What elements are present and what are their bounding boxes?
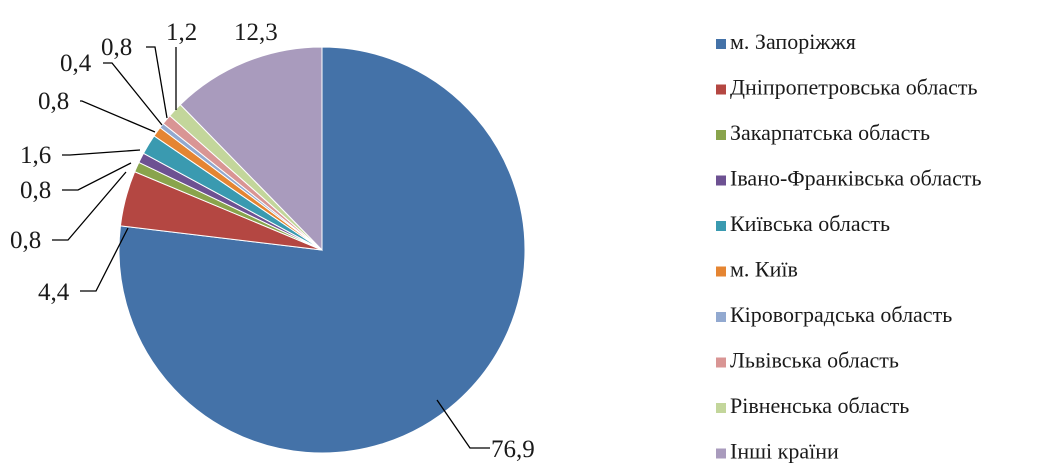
slice-2-legend-swatch [716, 84, 726, 95]
slice-2-data-label: 4,4 [38, 279, 70, 306]
slice-6-data-label: 0,8 [38, 88, 69, 115]
legend: м. Запоріжжя Дніпропетровська область Зака… [716, 29, 982, 464]
slice-10-legend-swatch [716, 448, 726, 459]
slice-1-legend-label: м. Запоріжжя [730, 29, 856, 54]
slice-3-legend-swatch [716, 130, 726, 140]
slice-10-data-label: 12,3 [234, 19, 278, 46]
slice-7-data-label: 0,4 [60, 50, 92, 77]
slice-7-legend-label: Кіровоградська область [730, 302, 952, 327]
slice-8-data-label: 0,8 [101, 34, 132, 61]
slice-3-leader-line [52, 171, 127, 241]
slice-1-legend-swatch [716, 39, 726, 49]
slice-5-leader-line [62, 149, 141, 156]
slice-8-legend-swatch [716, 357, 726, 368]
slice-6-leader-line [80, 100, 156, 133]
slice-7-leader-line [103, 62, 163, 126]
leader-lines [52, 46, 490, 449]
slice-4-leader-line [62, 162, 132, 191]
slice-5-legend-label: Київська область [730, 211, 890, 236]
slice-5-legend-swatch [716, 221, 726, 231]
slice-10-wedge [179, 46, 323, 252]
slice-6-legend-swatch [716, 266, 726, 277]
slice-9-data-label: 1,2 [166, 19, 197, 46]
slice-6-legend-label: м. Київ [730, 257, 798, 282]
slice-8-legend-label: Львівська область [730, 348, 899, 373]
slice-4-legend-label: Івано-Франківська область [730, 166, 982, 191]
slice-9-legend-label: Рівненська область [730, 393, 909, 418]
pie-slices [118, 46, 526, 454]
slice-1-leader-line [436, 399, 490, 449]
slice-2-legend-label: Дніпропетровська область [730, 75, 978, 100]
slice-2-leader-line [80, 227, 129, 292]
slice-4-data-label: 0,8 [20, 177, 51, 204]
slice-10-legend-label: Інші країни [730, 439, 839, 464]
slice-3-legend-label: Закарпатська область [730, 120, 930, 145]
data-labels: 76,9 4,4 0,8 0,8 1,6 0,8 0,4 0,8 1,2 12,3 [10, 19, 535, 463]
slice-7-legend-swatch [716, 312, 726, 322]
slice-4-legend-swatch [716, 175, 726, 186]
slice-1-data-label: 76,9 [491, 436, 535, 463]
slice-3-data-label: 0,8 [10, 227, 41, 254]
slice-9-legend-swatch [716, 403, 726, 413]
slice-8-leader-line [146, 46, 168, 119]
slice-5-data-label: 1,6 [20, 142, 51, 169]
